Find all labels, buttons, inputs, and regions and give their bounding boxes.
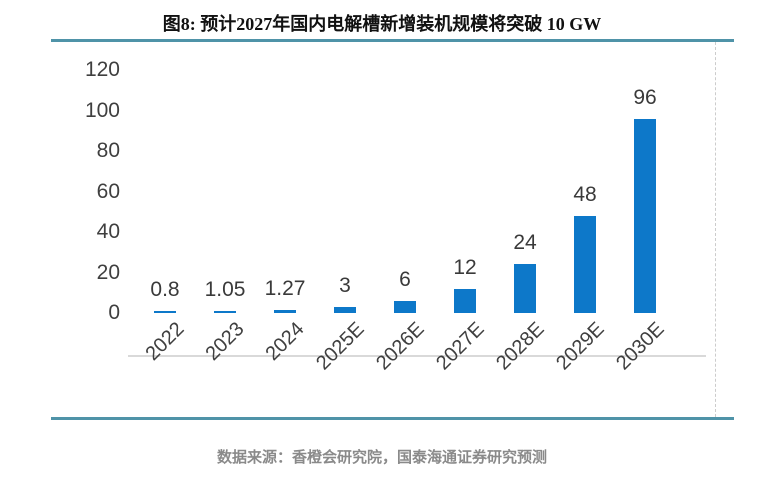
- y-axis-tick-label: 80: [96, 139, 120, 162]
- bar-value-label: 1.05: [204, 278, 246, 301]
- y-axis-tick-label: 0: [108, 301, 120, 324]
- y-axis-tick-label: 20: [96, 260, 120, 284]
- source-note: 数据来源：香橙会研究院，国泰海通证券研究预测: [216, 449, 547, 466]
- y-axis-tick-label: 40: [96, 220, 120, 243]
- bar: [454, 289, 476, 313]
- bar: [394, 301, 416, 313]
- bar: [634, 119, 656, 313]
- bar-value-label: 96: [633, 86, 657, 109]
- x-axis-line: [128, 355, 706, 357]
- y-axis-tick-label: 60: [96, 179, 120, 203]
- y-axis-tick-label: 120: [84, 58, 120, 81]
- bar-value-label: 12: [453, 256, 477, 279]
- right-dashed-border: [715, 42, 716, 417]
- bar-value-label: 6: [399, 268, 411, 291]
- bar-value-label: 0.8: [150, 278, 180, 301]
- bar: [214, 311, 236, 313]
- bar: [154, 311, 176, 313]
- y-axis-tick-label: 100: [84, 98, 120, 122]
- bar-value-label: 24: [513, 231, 537, 254]
- bar: [514, 264, 536, 313]
- bar-value-label: 48: [573, 183, 597, 206]
- bar-value-label: 3: [339, 274, 351, 297]
- bar-value-label: 1.27: [264, 277, 306, 300]
- bar: [334, 307, 356, 313]
- plot-area: 0 20 40 60 80 100 120 0.8 2022 1.05 2023 1.27 2024 3 2…: [0, 42, 764, 417]
- chart-title: 图8: 预计2027年国内电解槽新增装机规模将突破 10 GW: [162, 14, 602, 34]
- bar: [274, 310, 296, 313]
- top-divider: [51, 39, 734, 42]
- bar: [574, 216, 596, 313]
- bottom-divider: [51, 417, 734, 420]
